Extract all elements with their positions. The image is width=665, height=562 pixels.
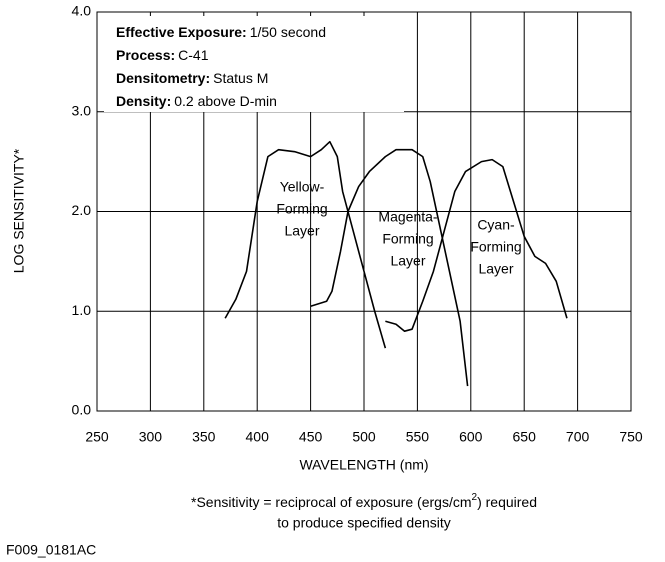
curve-label: Yellow- — [280, 179, 325, 195]
x-tick-label: 450 — [299, 429, 323, 445]
x-tick-label: 500 — [352, 429, 376, 445]
curve-label: Magenta- — [378, 209, 437, 225]
y-tick-label: 2.0 — [72, 202, 92, 218]
curve-label: Layer — [390, 253, 425, 269]
y-tick-label: 1.0 — [72, 302, 92, 318]
annotation-text: C-41 — [178, 47, 209, 63]
series-line — [310, 148, 469, 387]
y-tick-label: 0.0 — [72, 402, 92, 418]
annotation-label: Density: — [116, 93, 171, 109]
annotation: Density: 0.2 above D-min — [116, 93, 277, 109]
annotation: Process: C-41 — [116, 47, 209, 63]
figure-code: F009_0181AC — [6, 542, 96, 558]
x-axis-title: WAVELENGTH (nm) — [299, 457, 428, 473]
annotation-text: Status M — [213, 70, 268, 86]
x-tick-label: 400 — [246, 429, 270, 445]
x-tick-label: 350 — [192, 429, 216, 445]
footnote-text: *Sensitivity = reciprocal of exposure (e… — [191, 494, 472, 510]
annotation: Densitometry: Status M — [116, 70, 268, 86]
y-tick-label: 4.0 — [72, 3, 92, 19]
x-tick-label: 550 — [406, 429, 430, 445]
footnote-superscript: 2 — [472, 492, 478, 503]
x-tick-label: 650 — [513, 429, 537, 445]
curve-label: Forming — [276, 201, 327, 217]
annotation-label: Effective Exposure: — [116, 24, 247, 40]
annotation-text: 1/50 second — [250, 24, 326, 40]
curve-label: Layer — [284, 223, 319, 239]
footnote-text: ) required — [477, 494, 537, 510]
y-axis-title: LOG SENSITIVITY* — [11, 148, 27, 273]
curve-label: Forming — [470, 239, 521, 255]
x-tick-label: 250 — [85, 429, 109, 445]
series-line — [224, 140, 387, 349]
footnote: *Sensitivity = reciprocal of exposure (e… — [191, 492, 537, 510]
x-tick-label: 750 — [619, 429, 643, 445]
annotation: Effective Exposure: 1/50 second — [116, 24, 326, 40]
annotation-label: Process: — [116, 47, 175, 63]
annotation-label: Densitometry: — [116, 70, 210, 86]
annotation-text: 0.2 above D-min — [174, 93, 277, 109]
x-tick-label: 600 — [459, 429, 483, 445]
curve-label: Layer — [478, 261, 513, 277]
info-box — [104, 16, 404, 112]
footnote-line: to produce specified density — [277, 515, 451, 531]
curve-label: Forming — [382, 231, 433, 247]
x-tick-label: 300 — [139, 429, 163, 445]
curve-label: Cyan- — [477, 217, 515, 233]
y-tick-label: 3.0 — [72, 102, 92, 118]
x-tick-label: 700 — [566, 429, 590, 445]
series-line — [385, 158, 568, 333]
